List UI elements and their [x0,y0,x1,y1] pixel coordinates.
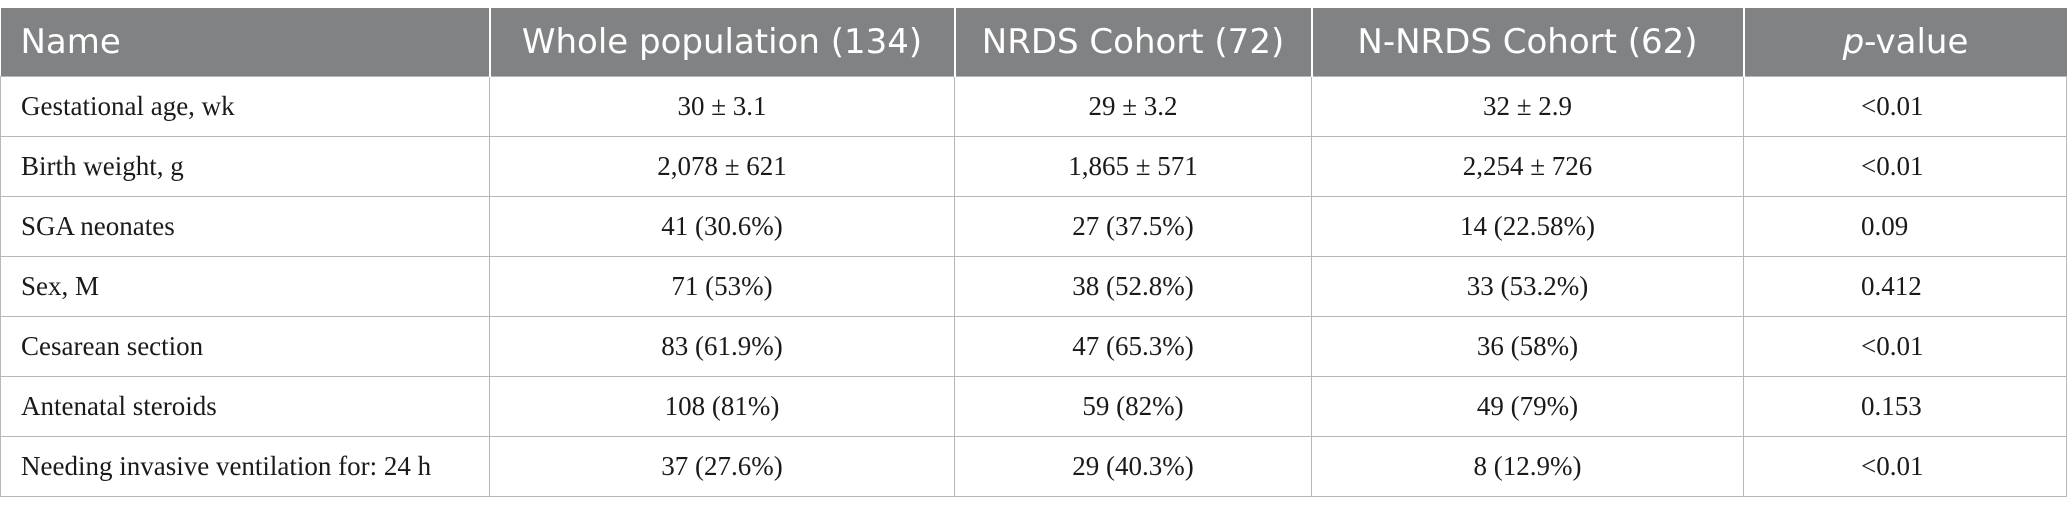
header-n-nrds-cohort: N-NRDS Cohort (62) [1310,8,1745,77]
cell-nrds-cohort: 59 (82%) [954,376,1312,437]
cell-p-value: 0.412 [1743,256,2067,317]
cell-n-nrds-cohort: 33 (53.2%) [1311,256,1744,317]
cell-whole-population: 71 (53%) [489,256,955,317]
cell-name: Birth weight, g [0,136,490,197]
table-row: SGA neonates 41 (30.6%) 27 (37.5%) 14 (2… [0,196,2067,257]
cell-nrds-cohort: 1,865 ± 571 [954,136,1312,197]
header-name: Name [0,8,491,77]
cell-n-nrds-cohort: 32 ± 2.9 [1311,76,1744,137]
cell-nrds-cohort: 29 ± 3.2 [954,76,1312,137]
cell-nrds-cohort: 29 (40.3%) [954,436,1312,497]
table-row: Cesarean section 83 (61.9%) 47 (65.3%) 3… [0,316,2067,377]
cell-p-value: <0.01 [1743,436,2067,497]
cell-p-value: 0.09 [1743,196,2067,257]
cell-n-nrds-cohort: 49 (79%) [1311,376,1744,437]
cell-name: Gestational age, wk [0,76,490,137]
cell-name: Antenatal steroids [0,376,490,437]
table-body: Gestational age, wk 30 ± 3.1 29 ± 3.2 32… [0,76,2067,497]
cell-whole-population: 2,078 ± 621 [489,136,955,197]
header-p-value-italic: p [1842,22,1865,62]
table-row: Gestational age, wk 30 ± 3.1 29 ± 3.2 32… [0,76,2067,137]
cell-whole-population: 83 (61.9%) [489,316,955,377]
cell-n-nrds-cohort: 8 (12.9%) [1311,436,1744,497]
cell-name: SGA neonates [0,196,490,257]
table-row: Needing invasive ventilation for: 24 h 3… [0,436,2067,497]
table-row: Birth weight, g 2,078 ± 621 1,865 ± 571 … [0,136,2067,197]
table-header: Name Whole population (134) NRDS Cohort … [0,8,2067,77]
cell-name: Sex, M [0,256,490,317]
cell-p-value: <0.01 [1743,316,2067,377]
cell-name: Needing invasive ventilation for: 24 h [0,436,490,497]
cell-whole-population: 37 (27.6%) [489,436,955,497]
cell-n-nrds-cohort: 14 (22.58%) [1311,196,1744,257]
table-row: Sex, M 71 (53%) 38 (52.8%) 33 (53.2%) 0.… [0,256,2067,317]
cell-name: Cesarean section [0,316,490,377]
cell-p-value: <0.01 [1743,76,2067,137]
cell-whole-population: 30 ± 3.1 [489,76,955,137]
cell-p-value: 0.153 [1743,376,2067,437]
table-row: Antenatal steroids 108 (81%) 59 (82%) 49… [0,376,2067,437]
header-whole-population: Whole population (134) [488,8,956,77]
cell-nrds-cohort: 38 (52.8%) [954,256,1312,317]
cell-p-value: <0.01 [1743,136,2067,197]
cell-whole-population: 108 (81%) [489,376,955,437]
cell-n-nrds-cohort: 2,254 ± 726 [1311,136,1744,197]
cell-nrds-cohort: 27 (37.5%) [954,196,1312,257]
cell-nrds-cohort: 47 (65.3%) [954,316,1312,377]
header-nrds-cohort: NRDS Cohort (72) [953,8,1313,77]
header-p-value-suffix: -value [1864,22,1969,62]
header-p-value: p-value [1742,8,2067,77]
cell-n-nrds-cohort: 36 (58%) [1311,316,1744,377]
cell-whole-population: 41 (30.6%) [489,196,955,257]
header-row: Name Whole population (134) NRDS Cohort … [0,8,2067,77]
data-table-container: Name Whole population (134) NRDS Cohort … [0,8,2067,497]
cohort-comparison-table: Name Whole population (134) NRDS Cohort … [0,8,2067,497]
